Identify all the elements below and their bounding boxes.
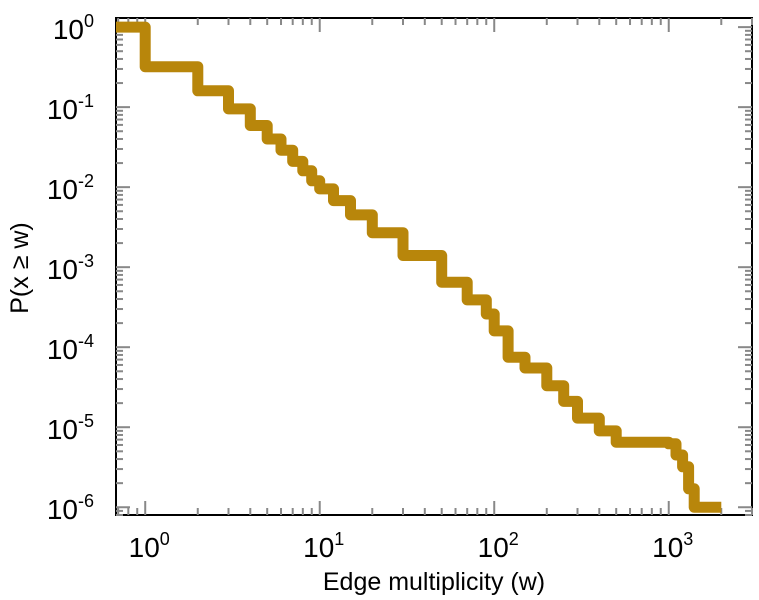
x-tick-label: 102	[478, 529, 519, 563]
y-tick-label: 10-2	[47, 171, 94, 205]
x-tick-label: 101	[303, 529, 344, 563]
tick-exponent: 0	[160, 529, 170, 549]
series-line	[116, 21, 722, 513]
series-layer	[116, 21, 722, 513]
tick-base: 10	[47, 414, 78, 445]
tick-exponent: -5	[78, 411, 94, 431]
tick-exponent: -3	[78, 251, 94, 271]
y-tick-label: 10-1	[47, 91, 94, 125]
tick-base: 10	[47, 494, 78, 525]
tick-base: 10	[47, 94, 78, 125]
y-tick-label: 10-6	[47, 491, 94, 525]
y-axis-title: P(x ≥ w)	[6, 222, 34, 314]
tick-exponent: 3	[683, 529, 693, 549]
tick-base: 10	[47, 174, 78, 205]
tick-exponent: -6	[78, 491, 94, 511]
tick-base: 10	[47, 334, 78, 365]
y-tick-label: 10-4	[47, 331, 94, 365]
major-ticks	[116, 18, 752, 515]
x-axis-title: Edge multiplicity (w)	[323, 568, 545, 596]
y-tick-label: 10-3	[47, 251, 94, 285]
x-tick-label: 100	[129, 529, 170, 563]
tick-exponent: 0	[84, 11, 94, 31]
tick-base: 10	[53, 14, 84, 45]
x-tick-label: 103	[652, 529, 693, 563]
tick-base: 10	[303, 532, 334, 563]
tick-base: 10	[47, 254, 78, 285]
tick-exponent: -2	[78, 171, 94, 191]
minor-ticks	[116, 18, 753, 516]
tick-base: 10	[478, 532, 509, 563]
y-tick-label: 100	[53, 11, 94, 45]
x-tick-labels: 100 101 102 103	[129, 529, 694, 563]
y-tick-label: 10-5	[47, 411, 94, 445]
tick-exponent: -4	[78, 331, 94, 351]
tick-exponent: 1	[334, 529, 344, 549]
tick-base: 10	[652, 532, 683, 563]
tick-base: 10	[129, 532, 160, 563]
tick-exponent: -1	[78, 91, 94, 111]
tick-exponent: 2	[509, 529, 519, 549]
